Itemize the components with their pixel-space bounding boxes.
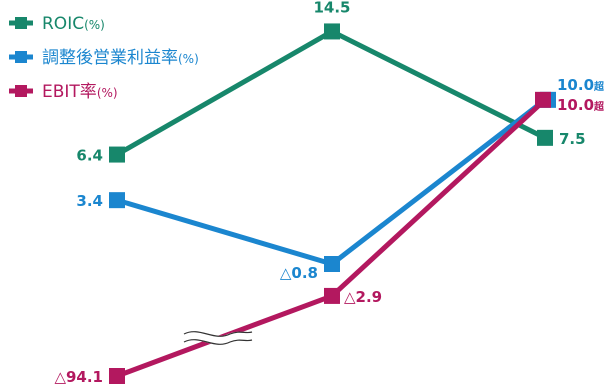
data-label-s0-p0: 6.4 <box>76 147 103 165</box>
data-label-s0-p1: 14.5 <box>313 0 350 16</box>
marker-s2-p2 <box>535 91 551 108</box>
legend-label-2: EBIT率(%) <box>42 82 118 102</box>
break-line-bottom <box>183 339 253 345</box>
series-line-0 <box>115 28 547 157</box>
legend-marker-0 <box>15 17 27 29</box>
marker-s0-p1 <box>324 23 340 40</box>
axis-break-marker <box>181 331 254 345</box>
marker-s0-p0 <box>109 146 125 163</box>
marker-s1-p0 <box>109 192 125 209</box>
series-line-2 <box>116 98 547 379</box>
legend-marker-2 <box>15 85 27 97</box>
legend-marker-1 <box>15 51 27 63</box>
data-label-s1-p1: △0.8 <box>280 264 318 282</box>
legend-label-0: ROIC(%) <box>42 14 105 34</box>
data-label-s1-p0: 3.4 <box>76 192 103 210</box>
data-label-s1-p2: 10.0超 <box>557 76 605 94</box>
data-label-s0-p2: 7.5 <box>559 130 586 148</box>
data-markers <box>109 23 556 384</box>
legend-label-1: 調整後営業利益率(%) <box>42 48 199 68</box>
data-label-s2-p1: △2.9 <box>344 288 382 306</box>
series-lines <box>115 28 547 379</box>
data-labels: 6.4 14.5 7.5 3.4 △0.8 10.0超 △94.1 △2.9 10.0超 <box>54 0 605 386</box>
data-label-s2-p2: 10.0超 <box>557 96 605 114</box>
legend: ROIC(%) 調整後営業利益率(%) EBIT率(%) <box>9 14 199 102</box>
marker-s2-p1 <box>324 287 340 304</box>
data-label-s2-p0: △94.1 <box>54 368 103 386</box>
marker-s1-p1 <box>324 256 340 272</box>
series-line-1 <box>116 97 547 267</box>
marker-s0-p2 <box>537 129 553 146</box>
marker-s2-p0 <box>109 368 125 384</box>
break-line-top <box>183 331 253 337</box>
break-gap <box>181 331 254 345</box>
